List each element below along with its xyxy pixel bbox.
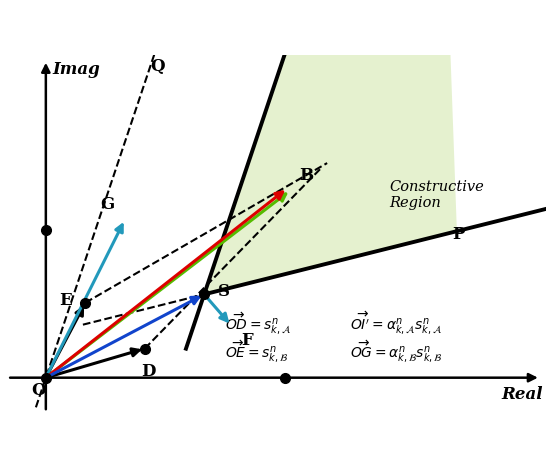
Text: O: O bbox=[31, 382, 46, 399]
Text: $\overrightarrow{OG} = \alpha^n_{k,\mathcal{B}} s^n_{k,\mathcal{B}}$: $\overrightarrow{OG} = \alpha^n_{k,\math… bbox=[350, 338, 443, 365]
Text: S: S bbox=[218, 283, 230, 300]
Text: Imag: Imag bbox=[52, 61, 100, 78]
Text: $\overrightarrow{OI'} = \alpha^n_{k,\mathcal{A}} s^n_{k,\mathcal{A}}$: $\overrightarrow{OI'} = \alpha^n_{k,\mat… bbox=[350, 310, 442, 337]
Text: B: B bbox=[299, 167, 313, 184]
Text: Constructive
Region: Constructive Region bbox=[390, 180, 484, 210]
Text: Q: Q bbox=[150, 58, 165, 75]
Text: D: D bbox=[141, 363, 155, 380]
Text: $\overrightarrow{OD} = s^n_{k,\mathcal{A}}$: $\overrightarrow{OD} = s^n_{k,\mathcal{A… bbox=[225, 311, 292, 337]
Text: F: F bbox=[242, 332, 254, 349]
Text: $\overrightarrow{OE} = s^n_{k,\mathcal{B}}$: $\overrightarrow{OE} = s^n_{k,\mathcal{B… bbox=[225, 338, 288, 365]
Polygon shape bbox=[204, 7, 457, 295]
Text: Real: Real bbox=[501, 386, 543, 403]
Text: G: G bbox=[100, 196, 115, 213]
Text: E: E bbox=[59, 292, 72, 309]
Text: P: P bbox=[452, 227, 465, 244]
